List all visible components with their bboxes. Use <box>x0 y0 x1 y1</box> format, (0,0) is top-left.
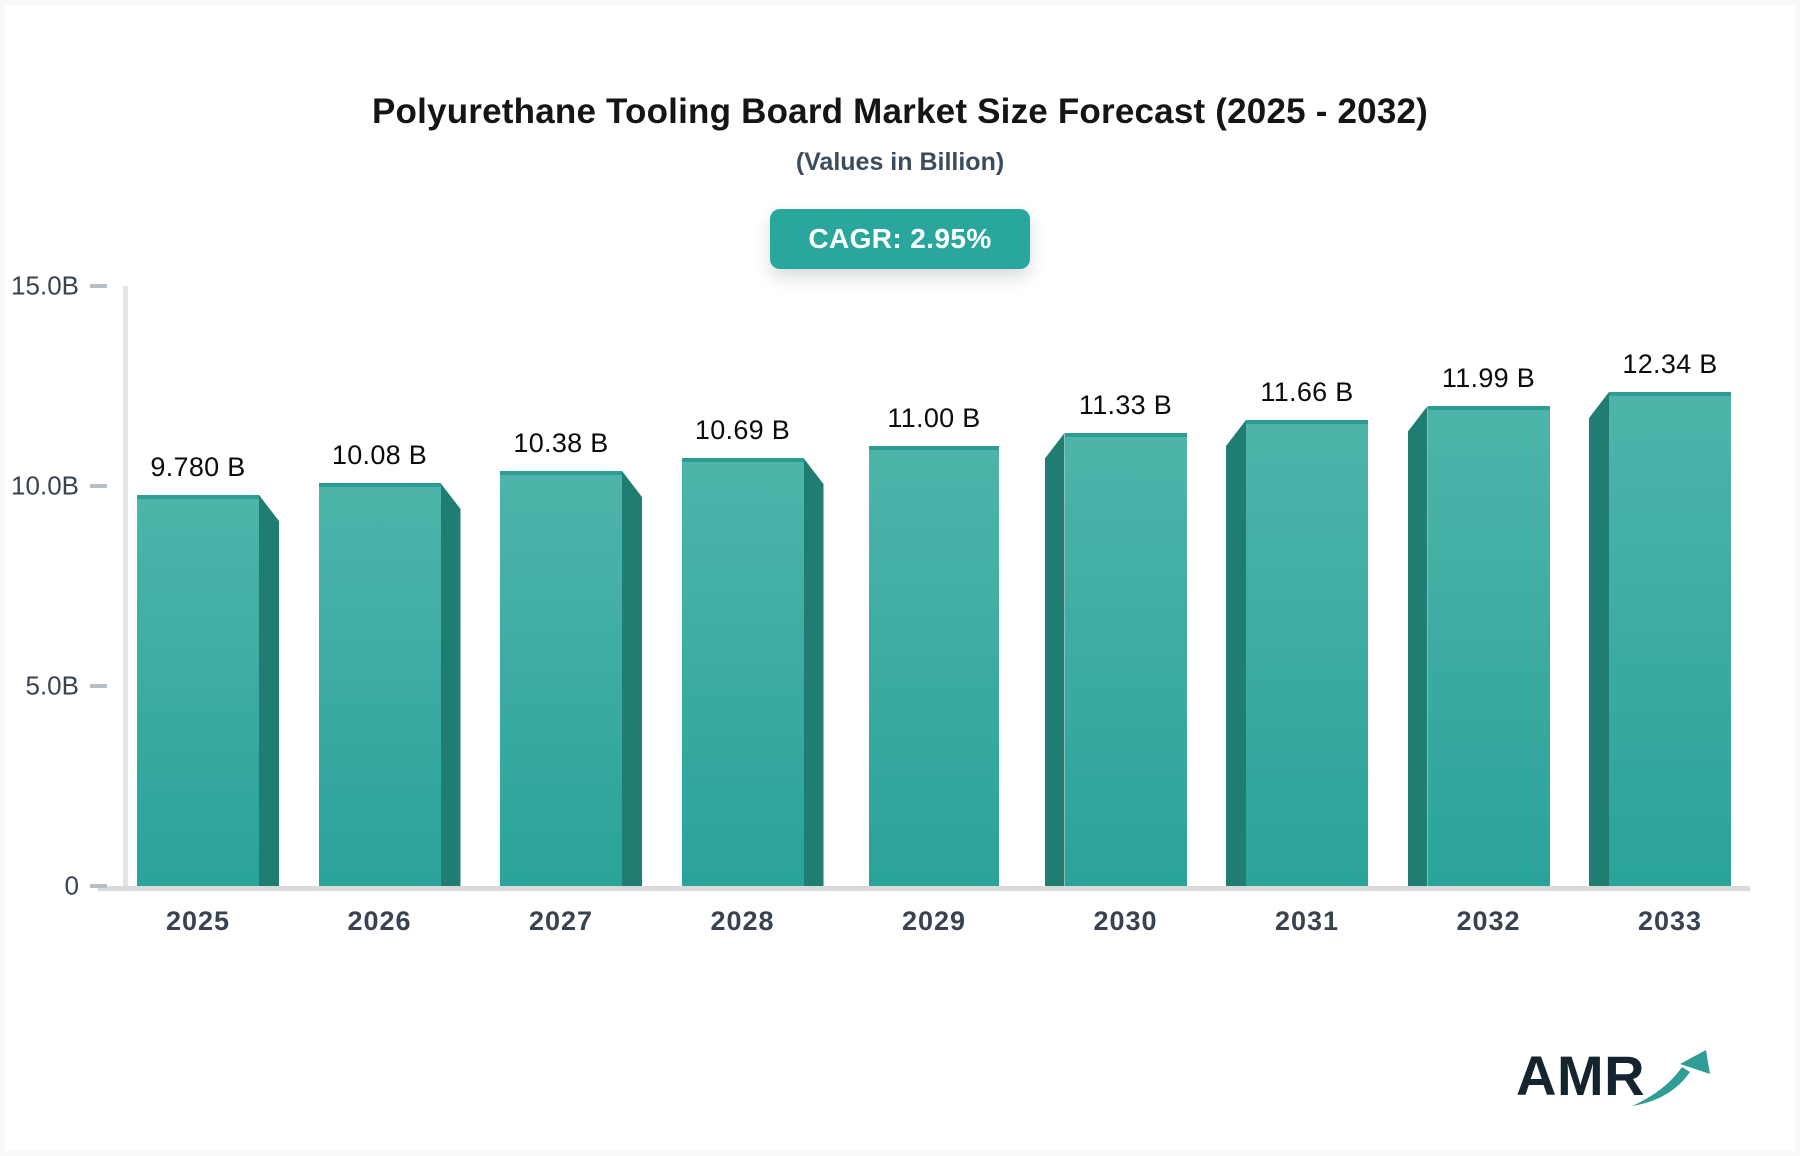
bar-value-label: 11.33 B <box>1078 390 1173 420</box>
bar-side-face <box>259 495 279 886</box>
chart-title: Polyurethane Tooling Board Market Size F… <box>371 92 1429 131</box>
bar-2031 <box>1246 420 1368 886</box>
bar-group-2033: 12.34 B 2033 <box>1589 286 1731 936</box>
bar-2026 <box>318 483 441 886</box>
bar-side-face <box>1407 406 1428 886</box>
y-tick-label: 0 <box>64 870 79 901</box>
bar-2030 <box>1064 433 1187 886</box>
bar-2025 <box>137 495 259 886</box>
plot-area: 15.0B 10.0B 5.0B 0 <box>11 271 1750 901</box>
y-tick-mark <box>90 884 107 888</box>
cagr-badge: CAGR: 2.95% <box>770 209 1030 269</box>
y-tick-label: 15.0B <box>11 270 79 301</box>
bar-group-2027: 10.38 B 2027 <box>500 286 642 936</box>
x-axis-line <box>98 886 1750 891</box>
bar-group-2029: 11.00 B 2029 <box>863 286 1005 936</box>
x-axis-label-2032: 2032 <box>1456 906 1521 936</box>
bar-value-label: 11.00 B <box>887 403 981 433</box>
y-tick-mark <box>90 684 107 688</box>
x-axis-label-2029: 2029 <box>901 906 967 936</box>
bar-value-label: 11.66 B <box>1260 377 1354 407</box>
bar-value-label: 11.99 B <box>1441 363 1536 393</box>
bar-series: 9.780 B 2025 10.08 B 2026 10.38 B 2027 10.69 B… <box>123 286 1745 936</box>
amr-logo: AMR <box>1516 1036 1716 1114</box>
bar-group-2025: 9.780 B 2025 <box>137 286 279 936</box>
x-axis-label-2027: 2027 <box>528 906 594 936</box>
bar-group-2030: 11.33 B 2030 <box>1044 286 1187 936</box>
y-tick-label: 5.0B <box>25 670 80 701</box>
bar-side-face <box>803 458 824 886</box>
bar-2033 <box>1609 392 1731 886</box>
x-axis-label-2033: 2033 <box>1637 906 1703 936</box>
bar-value-label: 10.38 B <box>513 428 609 458</box>
x-axis-label-2031: 2031 <box>1274 906 1340 936</box>
bar-group-2032: 11.99 B 2032 <box>1407 286 1550 936</box>
bar-2029 <box>869 446 999 886</box>
bar-2027 <box>500 471 622 886</box>
bar-2032 <box>1427 406 1550 886</box>
x-axis-label-2026: 2026 <box>347 906 412 936</box>
bar-group-2028: 10.69 B 2028 <box>681 286 824 936</box>
bar-group-2026: 10.08 B 2026 <box>318 286 461 936</box>
bar-side-face <box>440 483 461 886</box>
bar-side-face <box>1226 420 1246 886</box>
bar-2028 <box>681 458 804 886</box>
x-axis-label-2025: 2025 <box>165 906 231 936</box>
bar-side-face <box>1044 433 1065 886</box>
bar-side-face <box>622 471 642 886</box>
y-tick-mark <box>90 284 107 288</box>
y-tick-mark <box>90 484 107 488</box>
x-axis-label-2030: 2030 <box>1093 906 1158 936</box>
amr-logo-text: AMR <box>1516 1044 1646 1107</box>
bar-side-face <box>1589 392 1609 886</box>
x-axis-label-2028: 2028 <box>710 906 775 936</box>
bar-value-label: 9.780 B <box>150 452 246 482</box>
chart-subtitle: (Values in Billion) <box>795 148 1005 176</box>
logo-arrow-icon <box>1632 1050 1710 1106</box>
bar-value-label: 10.69 B <box>694 415 791 445</box>
bar-value-label: 10.08 B <box>331 440 428 470</box>
y-tick-label: 10.0B <box>11 470 79 501</box>
bar-group-2031: 11.66 B 2031 <box>1226 286 1368 936</box>
bar-value-label: 12.34 B <box>1622 349 1718 379</box>
chart-header: Polyurethane Tooling Board Market Size F… <box>0 0 1800 269</box>
